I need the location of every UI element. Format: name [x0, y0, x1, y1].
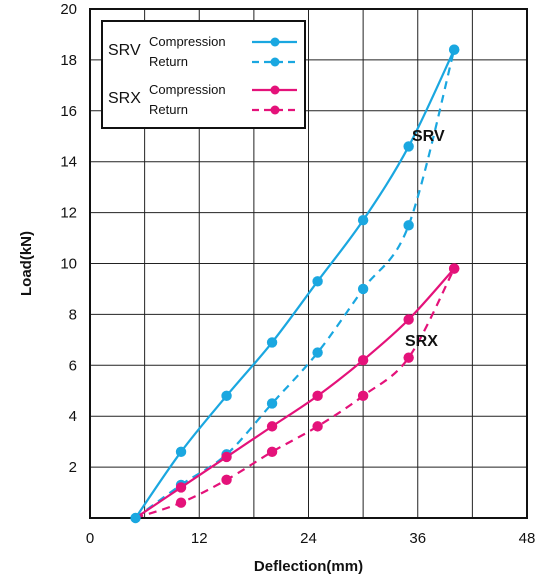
- x-axis-title: Deflection(mm): [254, 558, 363, 575]
- srx-return-line: [135, 268, 456, 520]
- srx-return-point: [448, 263, 460, 274]
- srx-compression-point: [403, 314, 414, 325]
- x-tick-label: 24: [300, 530, 317, 547]
- x-tick-label: 12: [191, 530, 208, 547]
- srv-compression-point: [403, 141, 414, 152]
- srv-return-point: [312, 347, 323, 358]
- srv-return-point: [357, 283, 369, 295]
- legend-group-label: SRV: [108, 42, 141, 59]
- srx-return-point: [175, 497, 187, 508]
- y-axis-title: Load(kN): [18, 231, 35, 296]
- srx-compression-point: [357, 355, 369, 366]
- srv-return-point: [266, 398, 278, 409]
- legend-marker: [270, 105, 280, 115]
- srx-return-point: [266, 446, 278, 458]
- srv-compression-point: [357, 215, 369, 226]
- y-tick-label: 4: [69, 408, 77, 425]
- legend-marker: [270, 85, 280, 95]
- annotation-srv: SRV: [412, 128, 445, 145]
- x-tick-label: 48: [519, 530, 536, 547]
- y-tick-label: 6: [69, 357, 77, 374]
- y-tick-label: 20: [60, 1, 77, 18]
- x-tick-label: 0: [86, 530, 94, 547]
- srx-return-point: [403, 352, 414, 363]
- annotation-srx: SRX: [405, 333, 438, 350]
- y-tick-label: 16: [60, 103, 77, 120]
- plot-frame: [89, 8, 528, 519]
- srx-compression-point: [175, 482, 187, 493]
- srx-compression-point: [221, 451, 232, 463]
- y-tick-label: 12: [60, 205, 77, 222]
- srx-return-point: [357, 390, 369, 402]
- y-tick-label: 18: [60, 52, 77, 69]
- legend-marker: [270, 37, 280, 47]
- srv-compression-point: [175, 446, 187, 458]
- srx-return-point: [221, 474, 232, 486]
- x-tick-label: 36: [409, 530, 426, 547]
- legend-entry-label: Return: [149, 102, 188, 117]
- srv-compression-point: [312, 276, 323, 287]
- legend-marker: [270, 57, 280, 67]
- y-tick-label: 8: [69, 306, 77, 323]
- y-tick-label: 2: [69, 459, 77, 476]
- srx-compression-point: [266, 421, 278, 432]
- srv-return-point: [403, 220, 414, 231]
- srv-return-point: [448, 44, 460, 55]
- srv-compression-point: [266, 337, 278, 348]
- legend-entry-label: Compression: [149, 82, 226, 97]
- legend-entry-label: Return: [149, 54, 188, 69]
- srx-return-point: [312, 421, 323, 432]
- legend-entry-label: Compression: [149, 34, 226, 49]
- legend-group-label: SRX: [108, 90, 141, 107]
- srv-compression-point: [221, 390, 232, 402]
- y-tick-label: 10: [60, 256, 77, 273]
- y-tick-label: 14: [60, 154, 77, 171]
- origin-point: [130, 512, 141, 524]
- srx-compression-point: [312, 390, 323, 402]
